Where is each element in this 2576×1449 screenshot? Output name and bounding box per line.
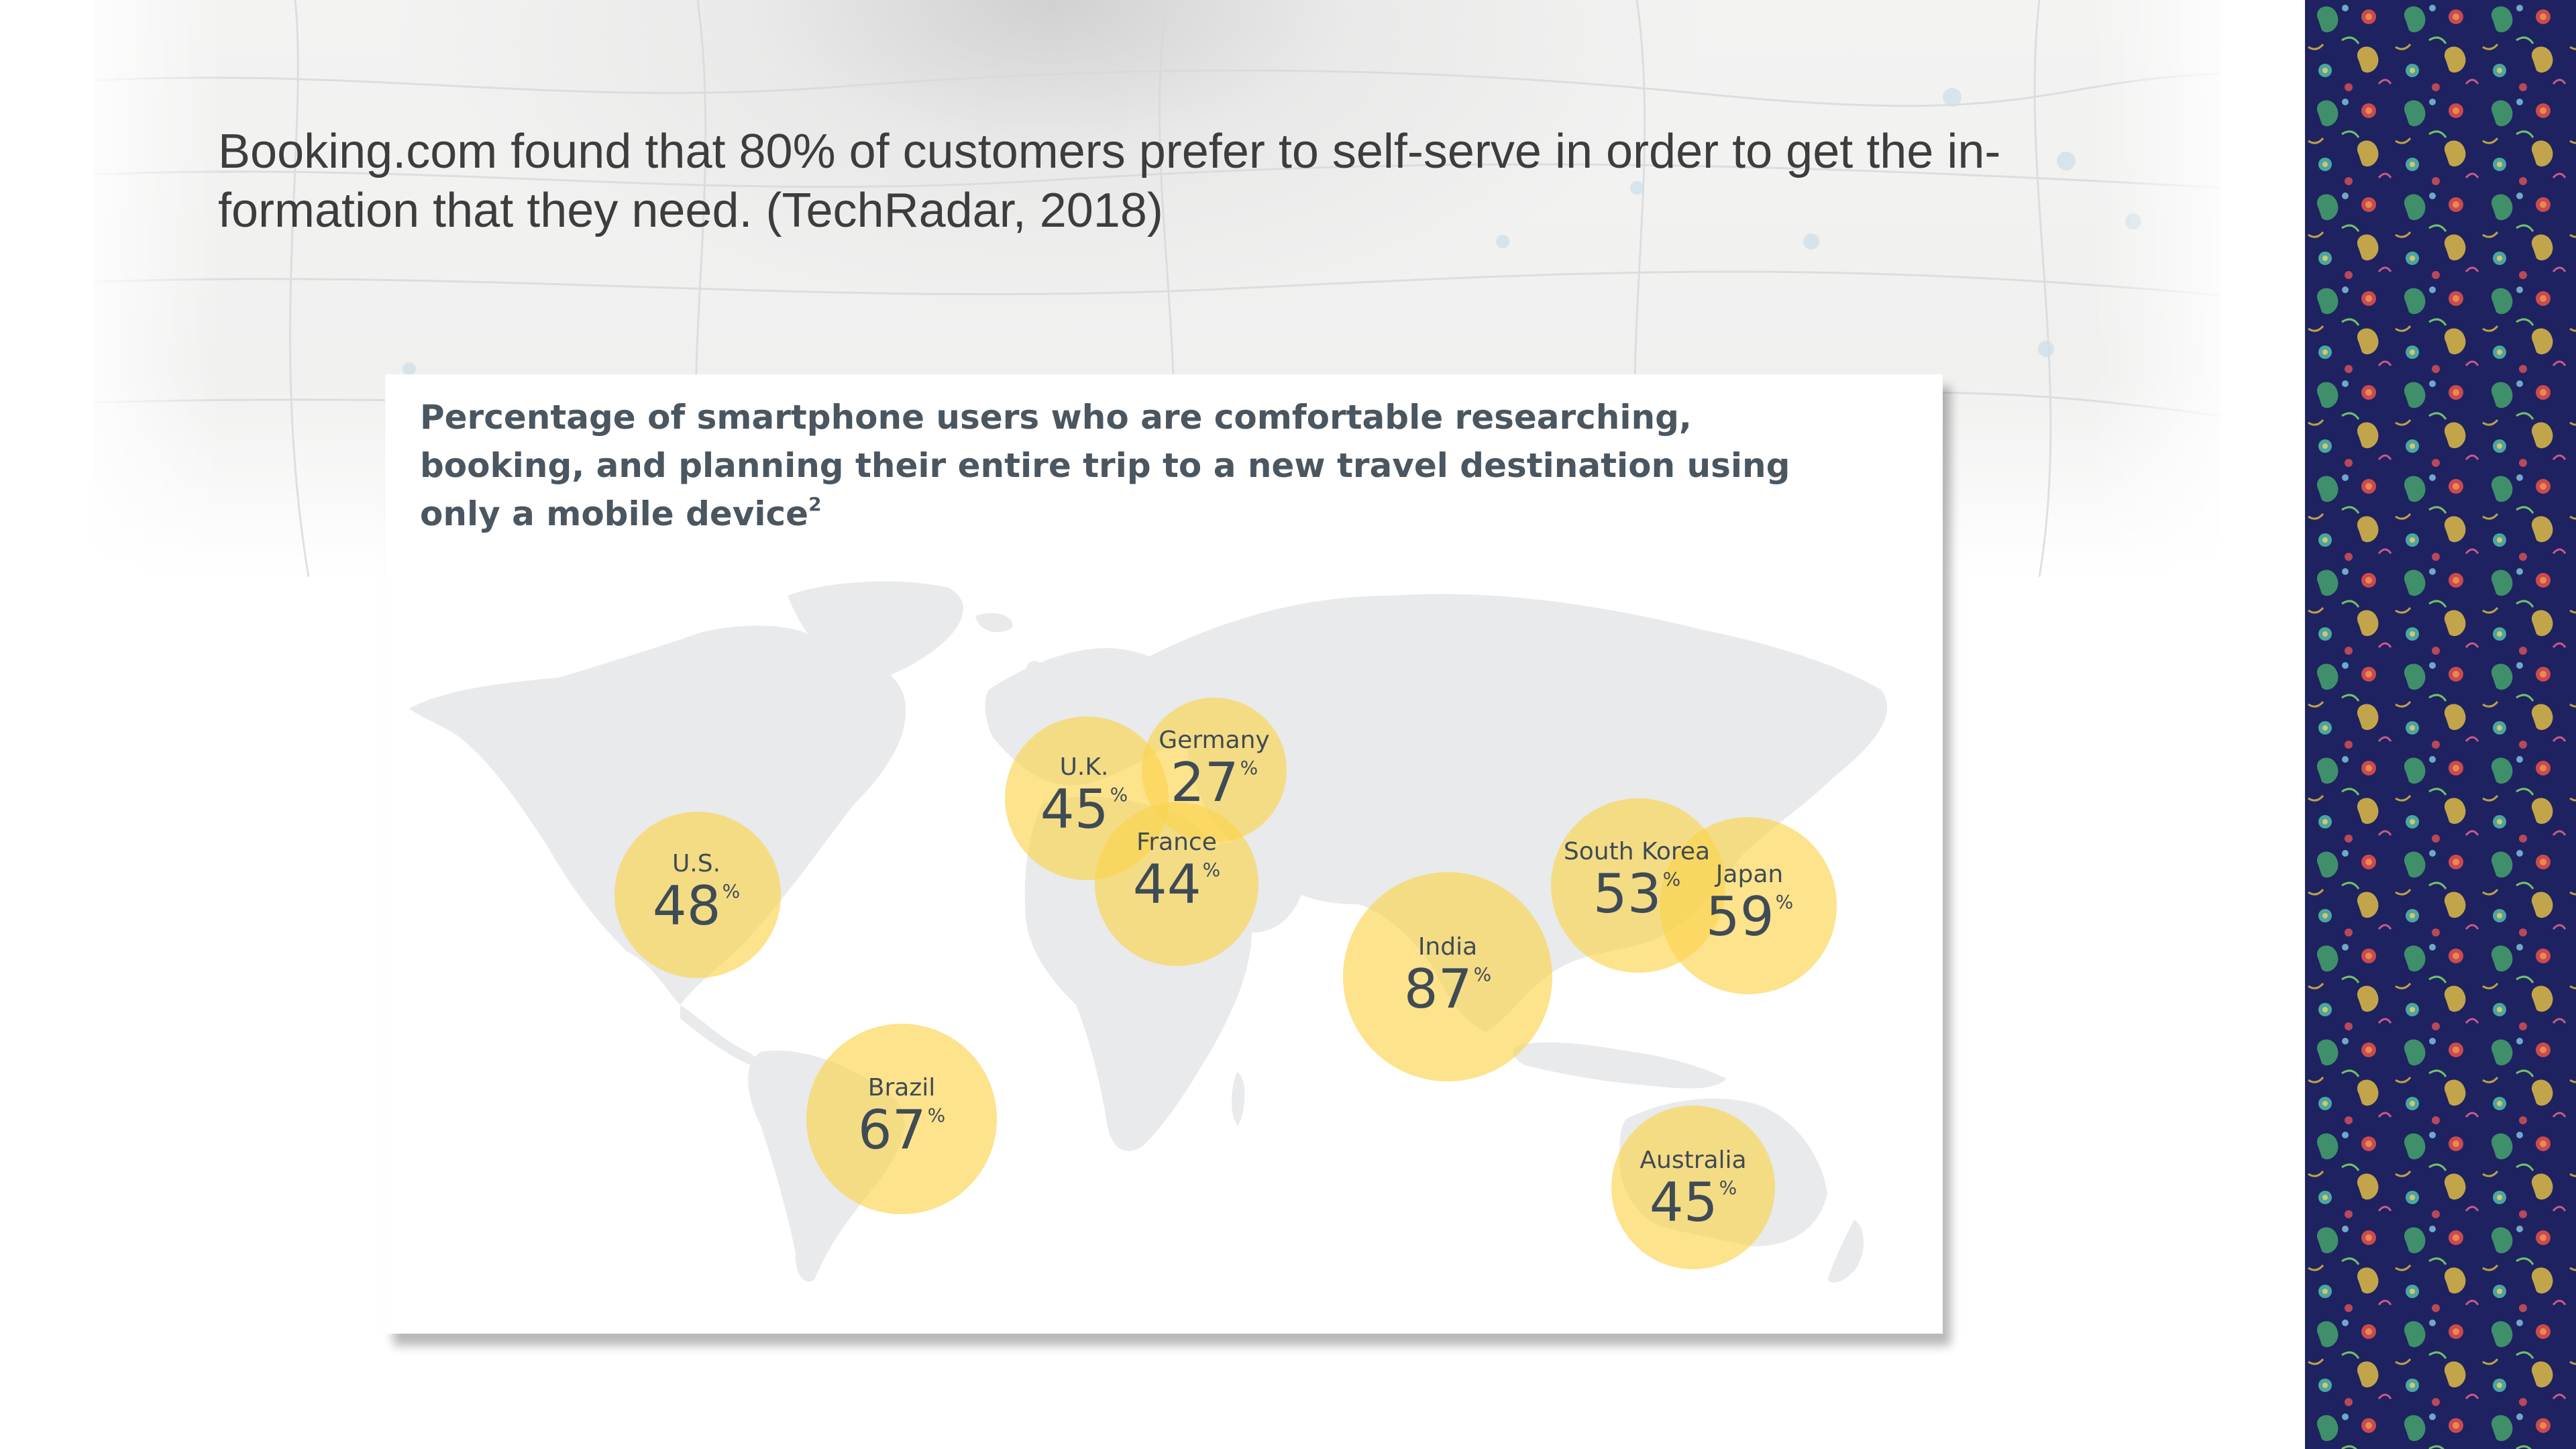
unit-uk: % bbox=[1110, 784, 1128, 806]
country-name-germany: Germany bbox=[1159, 727, 1270, 754]
unit-france: % bbox=[1202, 859, 1221, 881]
value-germany: 27 bbox=[1170, 751, 1239, 814]
intro-statement: Booking.com found that 80% of customers … bbox=[218, 122, 2070, 240]
island-madagascar bbox=[1231, 1072, 1245, 1126]
label-uk: U.K. 45% bbox=[1040, 753, 1128, 838]
country-name-australia: Australia bbox=[1640, 1146, 1747, 1174]
title-footnote-marker: 2 bbox=[808, 493, 822, 515]
label-south-korea: South Korea 53% bbox=[1564, 838, 1710, 922]
value-us: 48 bbox=[652, 875, 721, 937]
label-japan: Japan 59% bbox=[1706, 861, 1793, 945]
island-new-zealand bbox=[1827, 1220, 1864, 1283]
paisley-pattern-art bbox=[2305, 0, 2576, 1449]
label-brazil: Brazil 67% bbox=[858, 1074, 945, 1159]
unit-india: % bbox=[1473, 963, 1492, 985]
continent-asia bbox=[1150, 594, 1888, 1032]
label-us: U.S. 48% bbox=[653, 850, 740, 934]
decorative-paisley-pattern bbox=[2305, 0, 2576, 1449]
intro-statement-line-2: formation that they need. (TechRadar, 20… bbox=[218, 184, 1163, 237]
country-name-brazil: Brazil bbox=[867, 1074, 936, 1102]
unit-brazil: % bbox=[927, 1104, 946, 1126]
label-india: India 87% bbox=[1404, 933, 1491, 1018]
unit-germany: % bbox=[1240, 757, 1258, 779]
bubble-japan bbox=[1660, 817, 1837, 994]
value-south-korea: 53 bbox=[1593, 863, 1662, 925]
bubble-india bbox=[1343, 872, 1552, 1081]
value-australia: 45 bbox=[1649, 1171, 1718, 1234]
country-name-japan: Japan bbox=[1715, 861, 1784, 888]
country-name-uk: U.K. bbox=[1059, 753, 1109, 781]
title-line-3: only a mobile device2 bbox=[420, 490, 1829, 538]
label-germany: Germany 27% bbox=[1159, 727, 1269, 811]
value-india: 87 bbox=[1403, 958, 1472, 1020]
title-line-2: booking, and planning their entire trip … bbox=[420, 446, 1790, 485]
value-france: 44 bbox=[1132, 853, 1201, 916]
title-line-3-text: only a mobile device bbox=[420, 494, 809, 533]
island-british-isles bbox=[1026, 661, 1046, 698]
value-japan: 59 bbox=[1705, 885, 1774, 948]
infographic-title: Percentage of smartphone users who are c… bbox=[420, 393, 1829, 538]
country-name-south-korea: South Korea bbox=[1563, 838, 1711, 865]
unit-us: % bbox=[722, 880, 741, 902]
unit-australia: % bbox=[1719, 1177, 1737, 1199]
title-line-1: Percentage of smartphone users who are c… bbox=[420, 398, 1692, 437]
continent-central-america bbox=[680, 1005, 758, 1065]
unit-japan: % bbox=[1775, 891, 1794, 913]
continent-greenland bbox=[788, 581, 963, 681]
bubble-australia bbox=[1611, 1106, 1775, 1269]
island-iceland bbox=[975, 613, 1013, 633]
bubble-us bbox=[614, 812, 781, 978]
label-australia: Australia 45% bbox=[1640, 1146, 1746, 1231]
unit-south-korea: % bbox=[1662, 868, 1681, 890]
continent-north-america bbox=[409, 625, 906, 1005]
intro-statement-line-1: Booking.com found that 80% of customers … bbox=[218, 125, 2001, 178]
value-uk: 45 bbox=[1040, 778, 1109, 841]
country-name-india: India bbox=[1417, 933, 1478, 961]
country-name-us: U.S. bbox=[672, 850, 721, 877]
country-name-france: France bbox=[1136, 828, 1217, 856]
infographic-card: Percentage of smartphone users who are c… bbox=[385, 374, 1943, 1334]
bubble-brazil bbox=[806, 1024, 997, 1214]
value-brazil: 67 bbox=[857, 1099, 926, 1161]
islands-southeast-asia bbox=[1513, 1042, 1727, 1089]
bubble-france bbox=[1095, 802, 1258, 966]
label-france: France 44% bbox=[1133, 828, 1220, 913]
